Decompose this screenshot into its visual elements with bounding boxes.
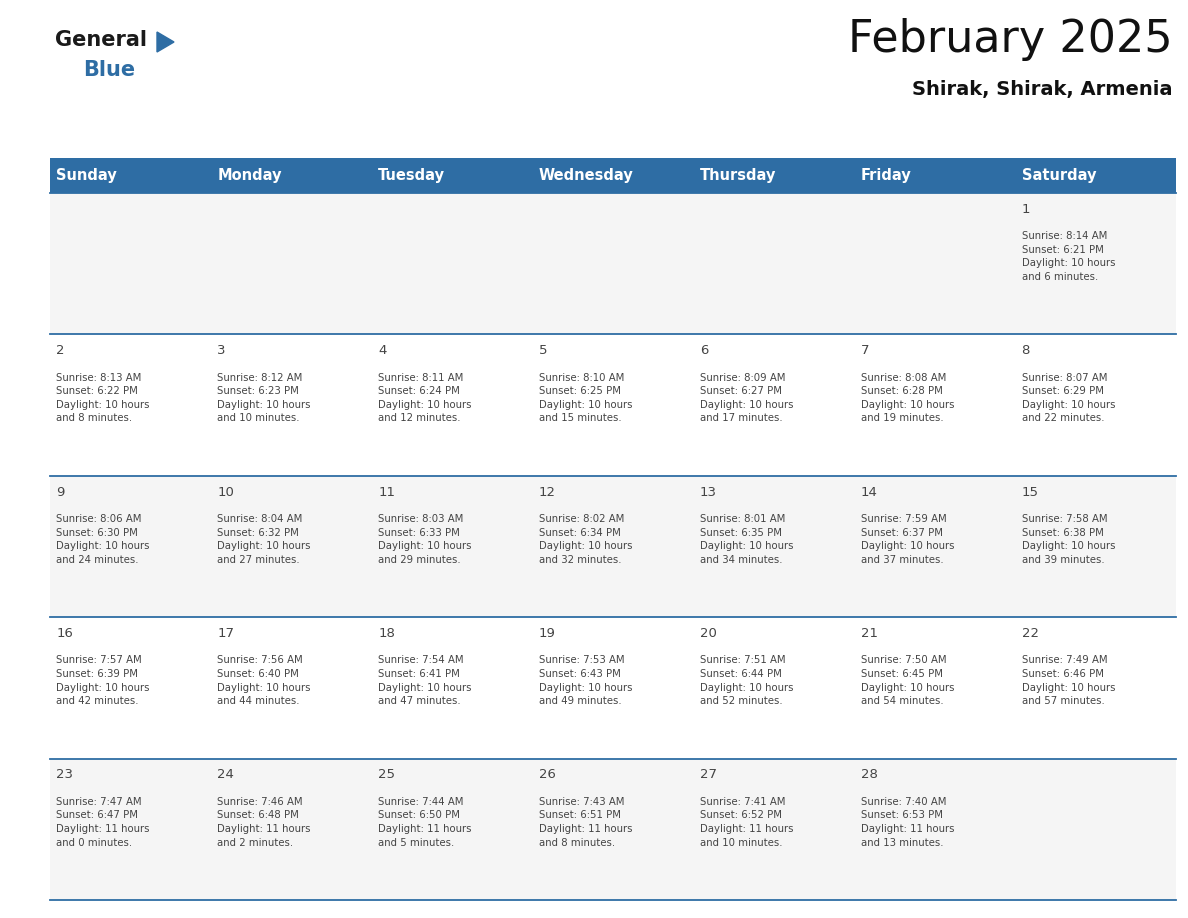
Text: 8: 8 <box>1022 344 1030 357</box>
Bar <box>50 476 1176 617</box>
Bar <box>50 193 1176 334</box>
Text: Sunrise: 7:46 AM
Sunset: 6:48 PM
Daylight: 11 hours
and 2 minutes.: Sunrise: 7:46 AM Sunset: 6:48 PM Dayligh… <box>217 797 311 847</box>
Text: Sunrise: 7:49 AM
Sunset: 6:46 PM
Daylight: 10 hours
and 57 minutes.: Sunrise: 7:49 AM Sunset: 6:46 PM Dayligh… <box>1022 655 1116 706</box>
Bar <box>532 158 694 193</box>
Text: Sunrise: 7:53 AM
Sunset: 6:43 PM
Daylight: 10 hours
and 49 minutes.: Sunrise: 7:53 AM Sunset: 6:43 PM Dayligh… <box>539 655 632 706</box>
Text: 27: 27 <box>700 768 716 781</box>
Text: Sunrise: 7:47 AM
Sunset: 6:47 PM
Daylight: 11 hours
and 0 minutes.: Sunrise: 7:47 AM Sunset: 6:47 PM Dayligh… <box>57 797 150 847</box>
Bar <box>50 158 210 193</box>
Text: 11: 11 <box>378 486 396 498</box>
Bar <box>854 158 1015 193</box>
Text: Sunrise: 8:12 AM
Sunset: 6:23 PM
Daylight: 10 hours
and 10 minutes.: Sunrise: 8:12 AM Sunset: 6:23 PM Dayligh… <box>217 373 311 423</box>
Text: 23: 23 <box>57 768 74 781</box>
Text: 17: 17 <box>217 627 234 640</box>
Text: Thursday: Thursday <box>700 168 776 183</box>
Text: 28: 28 <box>861 768 878 781</box>
Bar <box>694 158 854 193</box>
Text: Monday: Monday <box>217 168 282 183</box>
Text: Sunday: Sunday <box>57 168 118 183</box>
Text: February 2025: February 2025 <box>848 18 1173 61</box>
Text: 20: 20 <box>700 627 716 640</box>
Text: Sunrise: 8:13 AM
Sunset: 6:22 PM
Daylight: 10 hours
and 8 minutes.: Sunrise: 8:13 AM Sunset: 6:22 PM Dayligh… <box>57 373 150 423</box>
Bar <box>1015 158 1176 193</box>
Text: 25: 25 <box>378 768 396 781</box>
Text: Sunrise: 7:59 AM
Sunset: 6:37 PM
Daylight: 10 hours
and 37 minutes.: Sunrise: 7:59 AM Sunset: 6:37 PM Dayligh… <box>861 514 954 565</box>
Text: Sunrise: 8:07 AM
Sunset: 6:29 PM
Daylight: 10 hours
and 22 minutes.: Sunrise: 8:07 AM Sunset: 6:29 PM Dayligh… <box>1022 373 1116 423</box>
Text: 18: 18 <box>378 627 396 640</box>
Text: 6: 6 <box>700 344 708 357</box>
Text: Tuesday: Tuesday <box>378 168 446 183</box>
Text: Sunrise: 8:11 AM
Sunset: 6:24 PM
Daylight: 10 hours
and 12 minutes.: Sunrise: 8:11 AM Sunset: 6:24 PM Dayligh… <box>378 373 472 423</box>
Text: 3: 3 <box>217 344 226 357</box>
Text: 10: 10 <box>217 486 234 498</box>
Text: 7: 7 <box>861 344 870 357</box>
Text: 2: 2 <box>57 344 65 357</box>
Text: 24: 24 <box>217 768 234 781</box>
Text: Saturday: Saturday <box>1022 168 1097 183</box>
Text: 26: 26 <box>539 768 556 781</box>
Text: Sunrise: 7:50 AM
Sunset: 6:45 PM
Daylight: 10 hours
and 54 minutes.: Sunrise: 7:50 AM Sunset: 6:45 PM Dayligh… <box>861 655 954 706</box>
Text: Sunrise: 8:10 AM
Sunset: 6:25 PM
Daylight: 10 hours
and 15 minutes.: Sunrise: 8:10 AM Sunset: 6:25 PM Dayligh… <box>539 373 632 423</box>
Text: Shirak, Shirak, Armenia: Shirak, Shirak, Armenia <box>912 80 1173 99</box>
Text: Blue: Blue <box>83 60 135 80</box>
Text: 19: 19 <box>539 627 556 640</box>
Text: Sunrise: 7:57 AM
Sunset: 6:39 PM
Daylight: 10 hours
and 42 minutes.: Sunrise: 7:57 AM Sunset: 6:39 PM Dayligh… <box>57 655 150 706</box>
Text: 5: 5 <box>539 344 548 357</box>
Bar <box>50 617 1176 758</box>
Text: 15: 15 <box>1022 486 1038 498</box>
Text: Sunrise: 8:14 AM
Sunset: 6:21 PM
Daylight: 10 hours
and 6 minutes.: Sunrise: 8:14 AM Sunset: 6:21 PM Dayligh… <box>1022 231 1116 282</box>
Text: Sunrise: 8:01 AM
Sunset: 6:35 PM
Daylight: 10 hours
and 34 minutes.: Sunrise: 8:01 AM Sunset: 6:35 PM Dayligh… <box>700 514 794 565</box>
Text: Sunrise: 7:58 AM
Sunset: 6:38 PM
Daylight: 10 hours
and 39 minutes.: Sunrise: 7:58 AM Sunset: 6:38 PM Dayligh… <box>1022 514 1116 565</box>
Bar <box>372 158 532 193</box>
Text: Sunrise: 8:03 AM
Sunset: 6:33 PM
Daylight: 10 hours
and 29 minutes.: Sunrise: 8:03 AM Sunset: 6:33 PM Dayligh… <box>378 514 472 565</box>
Text: 21: 21 <box>861 627 878 640</box>
Text: Sunrise: 8:02 AM
Sunset: 6:34 PM
Daylight: 10 hours
and 32 minutes.: Sunrise: 8:02 AM Sunset: 6:34 PM Dayligh… <box>539 514 632 565</box>
Bar <box>210 158 372 193</box>
Text: 22: 22 <box>1022 627 1038 640</box>
Bar <box>50 758 1176 900</box>
Polygon shape <box>157 32 173 52</box>
Text: General: General <box>55 30 147 50</box>
Text: Wednesday: Wednesday <box>539 168 633 183</box>
Bar <box>50 334 1176 476</box>
Text: 9: 9 <box>57 486 65 498</box>
Text: Sunrise: 8:08 AM
Sunset: 6:28 PM
Daylight: 10 hours
and 19 minutes.: Sunrise: 8:08 AM Sunset: 6:28 PM Dayligh… <box>861 373 954 423</box>
Text: 13: 13 <box>700 486 716 498</box>
Text: Sunrise: 7:54 AM
Sunset: 6:41 PM
Daylight: 10 hours
and 47 minutes.: Sunrise: 7:54 AM Sunset: 6:41 PM Dayligh… <box>378 655 472 706</box>
Text: 4: 4 <box>378 344 386 357</box>
Text: Friday: Friday <box>861 168 911 183</box>
Text: Sunrise: 7:41 AM
Sunset: 6:52 PM
Daylight: 11 hours
and 10 minutes.: Sunrise: 7:41 AM Sunset: 6:52 PM Dayligh… <box>700 797 794 847</box>
Text: Sunrise: 8:09 AM
Sunset: 6:27 PM
Daylight: 10 hours
and 17 minutes.: Sunrise: 8:09 AM Sunset: 6:27 PM Dayligh… <box>700 373 794 423</box>
Text: Sunrise: 7:56 AM
Sunset: 6:40 PM
Daylight: 10 hours
and 44 minutes.: Sunrise: 7:56 AM Sunset: 6:40 PM Dayligh… <box>217 655 311 706</box>
Text: Sunrise: 8:04 AM
Sunset: 6:32 PM
Daylight: 10 hours
and 27 minutes.: Sunrise: 8:04 AM Sunset: 6:32 PM Dayligh… <box>217 514 311 565</box>
Text: Sunrise: 7:43 AM
Sunset: 6:51 PM
Daylight: 11 hours
and 8 minutes.: Sunrise: 7:43 AM Sunset: 6:51 PM Dayligh… <box>539 797 632 847</box>
Text: Sunrise: 7:51 AM
Sunset: 6:44 PM
Daylight: 10 hours
and 52 minutes.: Sunrise: 7:51 AM Sunset: 6:44 PM Dayligh… <box>700 655 794 706</box>
Text: 1: 1 <box>1022 203 1030 216</box>
Text: Sunrise: 7:40 AM
Sunset: 6:53 PM
Daylight: 11 hours
and 13 minutes.: Sunrise: 7:40 AM Sunset: 6:53 PM Dayligh… <box>861 797 954 847</box>
Text: 14: 14 <box>861 486 878 498</box>
Text: 16: 16 <box>57 627 74 640</box>
Text: Sunrise: 8:06 AM
Sunset: 6:30 PM
Daylight: 10 hours
and 24 minutes.: Sunrise: 8:06 AM Sunset: 6:30 PM Dayligh… <box>57 514 150 565</box>
Text: Sunrise: 7:44 AM
Sunset: 6:50 PM
Daylight: 11 hours
and 5 minutes.: Sunrise: 7:44 AM Sunset: 6:50 PM Dayligh… <box>378 797 472 847</box>
Text: 12: 12 <box>539 486 556 498</box>
